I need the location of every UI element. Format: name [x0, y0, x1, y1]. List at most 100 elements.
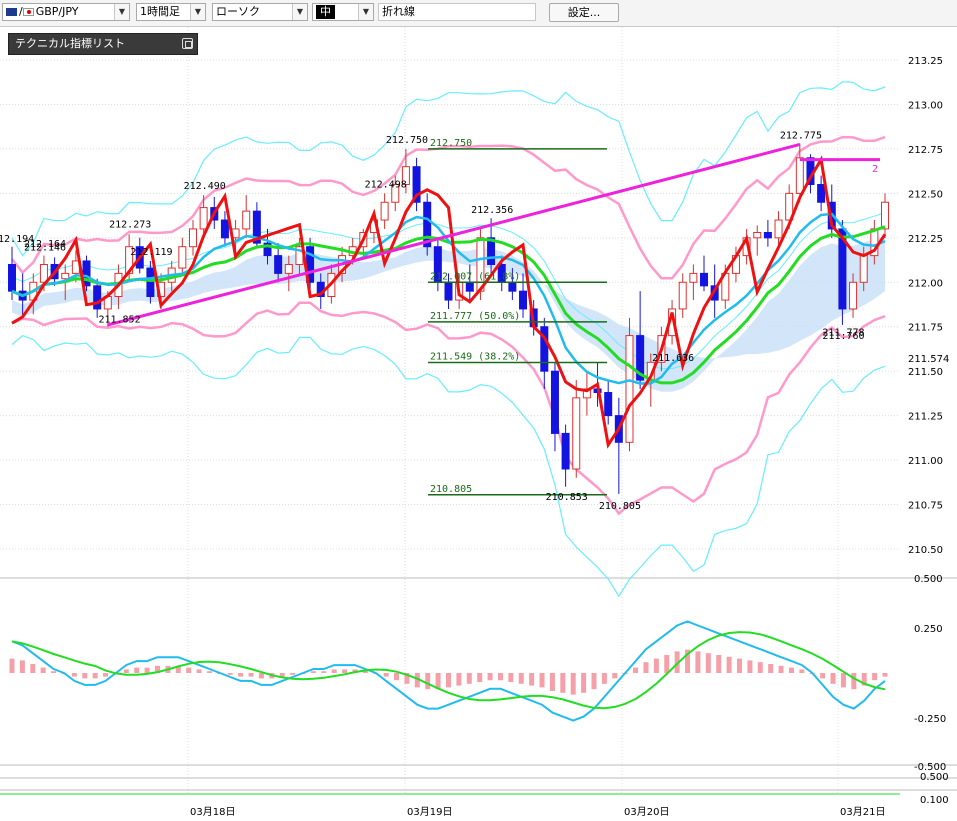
date-tick: 03月20日 — [624, 806, 669, 818]
macd-histogram-bar — [570, 673, 576, 695]
line-width-label: 中 — [316, 5, 335, 19]
chevron-down-icon: ▼ — [190, 4, 205, 20]
macd-histogram-bar — [799, 669, 805, 673]
macd-histogram-bar — [446, 673, 451, 688]
macd-histogram-bar — [591, 673, 597, 690]
price-labels: 212.119 212.146 212.273 212.490 212.498 211.7… — [0, 130, 865, 511]
chart-type-select[interactable]: ローソク ▼ — [212, 3, 308, 21]
macd-histogram-bar — [92, 673, 98, 679]
macd-histogram-bar — [612, 673, 618, 679]
cloud-area — [12, 235, 885, 392]
macd-histogram-bar — [103, 673, 109, 677]
toolbar: / GBP/JPY ▼ 1時間足 ▼ ローソク ▼ 中 ▼ 折れ線 設定... — [0, 0, 957, 27]
macd-histogram-bar — [40, 667, 46, 673]
bollinger-lower-2 — [11, 301, 886, 516]
candle-body — [859, 255, 868, 283]
candle-body — [540, 326, 549, 372]
uk-flag-icon — [6, 8, 17, 16]
candle-body — [412, 166, 421, 203]
macd-histogram-bar — [227, 673, 233, 675]
price-label: 210.805 — [599, 501, 641, 512]
chevron-down-icon: ▼ — [114, 4, 129, 20]
macd-histogram-bar — [71, 673, 77, 677]
macd-histogram-bar — [788, 667, 794, 673]
price-tick: 211.00 — [908, 456, 943, 467]
price-label: 212.164 — [24, 239, 66, 250]
candle-body — [220, 219, 229, 239]
candle-body — [82, 260, 91, 287]
macd-panel: 0.500 0.250 -0.250 -0.500 — [9, 574, 946, 773]
macd-histogram-bar — [477, 673, 483, 682]
date-tick: 03月21日 — [840, 806, 885, 818]
line-width-select[interactable]: 中 ▼ — [312, 3, 374, 21]
candle-body — [785, 192, 794, 221]
macd-histogram-bar — [820, 673, 826, 679]
candle-body — [465, 281, 474, 292]
macd-histogram-bar — [529, 673, 535, 686]
candle-body — [263, 242, 272, 257]
price-label: 211.852 — [98, 315, 140, 326]
candle-body — [838, 228, 847, 310]
macd-histogram-bar — [757, 662, 763, 673]
candle-body — [8, 263, 16, 292]
macd-line — [11, 620, 886, 722]
macd-histogram-bar — [425, 673, 431, 690]
macd-histogram-bar — [310, 671, 316, 673]
price-label: 211.778 — [822, 328, 864, 339]
chevron-down-icon: ▼ — [292, 4, 307, 20]
candle-body — [487, 237, 496, 265]
bollinger-lower-3 — [11, 334, 886, 598]
candle-body — [61, 272, 70, 280]
macd-histogram-bar — [414, 673, 420, 688]
lower-tick: 0.500 — [920, 772, 949, 783]
ichimoku-cloud — [12, 235, 885, 392]
date-axis: 03月18日 03月19日 03月20日 03月21日 — [190, 806, 885, 818]
lagging-span-line — [11, 155, 887, 449]
candle-body — [636, 335, 645, 381]
macd-histogram-bar — [882, 673, 888, 677]
price-tick: 213.25 — [908, 56, 943, 67]
currency-pair-select[interactable]: / GBP/JPY ▼ — [2, 3, 130, 21]
macd-histogram-bar — [342, 669, 348, 673]
magenta-trend-line — [107, 143, 801, 327]
candle-body — [572, 397, 581, 470]
macd-histogram-bar — [196, 669, 202, 673]
macd-histogram-bar — [123, 669, 129, 673]
macd-histogram-bar — [134, 667, 140, 673]
macd-histogram-bar — [144, 667, 150, 673]
macd-histogram-bar — [19, 660, 25, 673]
price-label: 212.146 — [24, 242, 66, 253]
timeframe-select[interactable]: 1時間足 ▼ — [136, 3, 206, 21]
candle-body — [423, 201, 432, 248]
date-tick: 03月18日 — [190, 806, 235, 818]
macd-histogram-bar — [830, 673, 836, 684]
macd-histogram-bar — [705, 653, 711, 673]
price-axis: 213.25 213.00 212.75 212.50 212.25 212.00 211.… — [908, 56, 949, 556]
currency-pair-label: GBP/JPY — [35, 5, 79, 18]
indicator-list-panel[interactable]: テクニカル指標リスト — [8, 33, 198, 55]
line-style-select[interactable]: 折れ線 — [378, 3, 536, 21]
macd-tick: -0.500 — [914, 762, 946, 773]
fib-level-label: 211.549 (38.2%) — [430, 351, 520, 362]
price-label: 212.119 — [130, 247, 172, 258]
candle-body — [625, 335, 634, 443]
price-label: 212.498 — [365, 180, 407, 191]
candle-body — [519, 290, 528, 310]
macd-histogram-bar — [778, 665, 784, 673]
candle-body — [763, 231, 772, 239]
macd-histogram-bar — [383, 673, 389, 677]
candle-body — [401, 166, 410, 185]
restore-icon[interactable] — [182, 38, 193, 49]
price-tick: 212.25 — [908, 234, 943, 245]
fib-level-label: 210.805 — [430, 484, 472, 495]
settings-button[interactable]: 設定... — [549, 3, 619, 22]
candle-body — [561, 432, 570, 470]
fib-level-label: 211.777 (50.0%) — [430, 311, 520, 322]
candle-body — [476, 237, 485, 292]
macd-histogram-bar — [456, 673, 462, 686]
macd-histogram-bar — [206, 671, 212, 673]
price-tick: 211.25 — [908, 412, 943, 423]
macd-histogram-bar — [685, 649, 691, 673]
macd-histogram-bar — [487, 673, 493, 681]
